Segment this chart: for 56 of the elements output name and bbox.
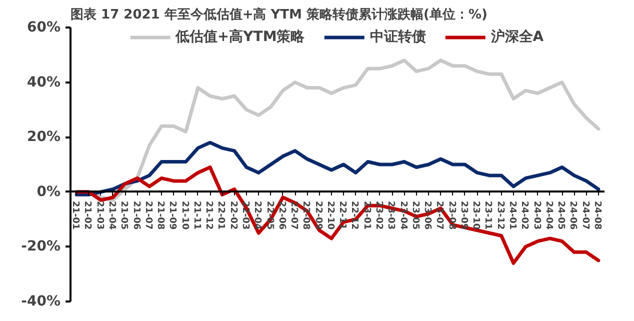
x-tick-label: 22-07 [288,200,299,230]
x-tick-label: 23-09 [458,200,468,230]
x-tick-label: 21-04 [106,200,116,230]
x-tick-label: 22-04 [252,200,262,230]
y-tick-label: 20% [26,129,61,146]
legend-label: 沪深全A [490,28,544,46]
x-tick-label: 23-02 [373,200,384,230]
x-tick-label: 23-01 [361,200,372,230]
x-tick-label: 22-08 [300,200,311,230]
x-tick-label: 24-01 [506,200,517,230]
x-tick-label: 24-07 [580,200,590,230]
x-tick-label: 21-07 [142,200,153,230]
chart-title: 图表 17 2021 年至今低估值+高 YTM 策略转债累计涨跌幅(单位：%) [70,6,488,22]
x-tick-label: 23-07 [434,200,444,230]
x-tick-label: 22-02 [228,200,238,230]
x-tick-label: 23-12 [494,200,505,230]
x-tick-label: 24-02 [519,200,530,230]
y-tick-label: 0% [36,184,61,200]
x-tick-label: 21-02 [82,200,92,230]
line-series [74,140,600,196]
x-tick-label: 21-08 [155,200,166,230]
x-tick-label: 21-12 [204,200,214,230]
x-tick-label: 23-03 [386,200,396,230]
x-tick-label: 23-05 [410,200,420,230]
x-tick-label: 22-06 [276,200,286,230]
x-tick-label: 23-06 [422,200,432,230]
x-tick-label: 22-01 [216,200,226,230]
x-tick-label: 22-09 [312,200,323,230]
x-tick-label: 21-03 [94,200,104,230]
x-tick-label: 21-09 [167,200,178,230]
x-tick-label: 24-04 [543,200,554,230]
x-tick-label: 24-03 [531,200,542,230]
y-tick-label: 60% [26,20,61,36]
x-tick-label: 24-08 [592,200,602,230]
x-tick-label: 23-04 [398,200,408,230]
legend-label: 中证转债 [370,28,426,46]
x-tick-label: 22-12 [349,200,360,230]
x-tick-label: 22-10 [324,200,335,230]
x-tick-label: 22-05 [264,200,274,230]
x-tick-label: 24-06 [568,200,578,230]
legend-label: 低估值+高YTM策略 [175,28,305,46]
x-tick-label: 23-11 [482,200,493,230]
x-tick-label: 21-10 [179,200,190,230]
x-tick-label: 23-08 [446,200,456,230]
y-tick-label: 40% [26,74,61,90]
x-tick-label: 21-01 [70,200,80,230]
x-tick-label: 24-05 [556,200,566,230]
y-tick-label: -20% [21,238,61,255]
x-tick-label: 21-11 [191,200,202,230]
x-tick-label: 21-05 [118,200,129,230]
x-tick-label: 22-03 [240,200,250,230]
x-tick-label: 22-11 [337,200,348,230]
y-tick-label: -40% [21,294,61,310]
x-tick-label: 21-06 [130,200,141,230]
x-tick-label: 23-10 [470,200,481,230]
line-series [74,165,600,265]
